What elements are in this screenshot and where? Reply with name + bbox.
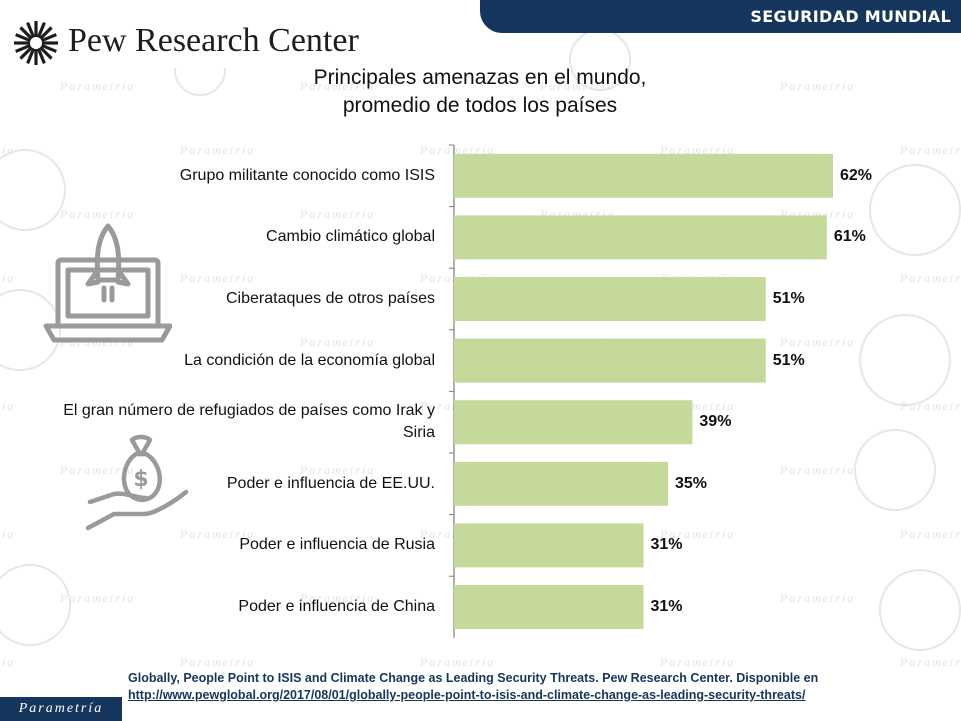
footer-brand: Parametría — [0, 697, 122, 721]
svg-text:$: $ — [133, 467, 148, 492]
value-label-0: 62% — [840, 166, 873, 184]
chart-title: Principales amenazas en el mundo, promed… — [240, 64, 720, 120]
pew-logo: Pew Research Center — [6, 18, 359, 68]
svg-text:Parametría: Parametría — [419, 143, 495, 157]
value-label-2: 51% — [772, 290, 805, 307]
category-label-3: La condición de la economía global — [184, 351, 435, 369]
category-label-7: Poder e influencia de China — [238, 598, 435, 615]
bar-6 — [454, 523, 644, 568]
svg-text:Parametría: Parametría — [299, 463, 375, 477]
bar-2 — [454, 277, 766, 321]
category-label-0: Grupo militante conocido como ISIS — [179, 166, 435, 184]
svg-text:Parametría: Parametría — [59, 591, 135, 605]
svg-text:Parametría: Parametría — [659, 655, 735, 669]
pew-logo-text: Pew Research Center — [68, 22, 359, 59]
chart-title-line-1: Principales amenazas en el mundo, — [313, 66, 647, 89]
svg-text:Parametría: Parametría — [179, 271, 255, 285]
svg-text:Parametría: Parametría — [59, 207, 135, 221]
svg-text:Parametría: Parametría — [179, 527, 255, 541]
source-citation: Globally, People Point to ISIS and Clima… — [128, 670, 958, 704]
svg-text:Parametría: Parametría — [899, 271, 961, 285]
bar-4 — [454, 400, 693, 445]
svg-text:Parametría: Parametría — [779, 79, 855, 93]
svg-text:Parametría: Parametría — [0, 527, 15, 541]
svg-text:Parametría: Parametría — [179, 655, 255, 669]
svg-text:Parametría: Parametría — [419, 655, 495, 669]
svg-text:Parametría: Parametría — [0, 271, 15, 285]
value-label-4: 39% — [699, 413, 732, 431]
pew-sunburst-icon — [14, 21, 58, 65]
bar-3 — [454, 338, 766, 383]
value-label-3: 51% — [772, 351, 805, 369]
svg-text:Parametría: Parametría — [659, 527, 735, 541]
value-label-5: 35% — [674, 474, 707, 492]
svg-text:Parametría: Parametría — [779, 591, 855, 605]
source-text: Globally, People Point to ISIS and Clima… — [128, 671, 819, 685]
category-label-2: Ciberataques de otros países — [225, 290, 435, 307]
rocket-laptop-icon — [43, 223, 172, 343]
svg-text:Parametría: Parametría — [59, 463, 135, 477]
svg-text:Parametría: Parametría — [779, 463, 855, 477]
svg-text:Parametría: Parametría — [0, 399, 15, 413]
category-label-5: Poder e influencia de EE.UU. — [226, 474, 435, 492]
svg-text:Parametría: Parametría — [899, 143, 961, 157]
svg-text:Parametría: Parametría — [899, 655, 961, 669]
bar-7 — [454, 585, 644, 629]
svg-text:Parametría: Parametría — [659, 143, 735, 157]
svg-text:Parametría: Parametría — [0, 655, 15, 669]
source-link[interactable]: http://www.pewglobal.org/2017/08/01/glob… — [128, 688, 806, 702]
category-label-4: El gran número de refugiados de países c… — [63, 402, 435, 442]
svg-text:Parametría: Parametría — [179, 399, 255, 413]
svg-text:Parametría: Parametría — [299, 335, 375, 349]
svg-text:Parametría: Parametría — [59, 79, 135, 93]
svg-text:Parametría: Parametría — [779, 335, 855, 349]
category-label-1: Cambio climático global — [266, 228, 435, 246]
svg-text:Parametría: Parametría — [179, 143, 255, 157]
value-label-1: 61% — [833, 228, 866, 246]
bar-5 — [454, 461, 668, 506]
svg-text:Parametría: Parametría — [299, 591, 375, 605]
svg-text:Parametría: Parametría — [0, 143, 15, 157]
section-banner-label: SEGURIDAD MUNDIAL — [750, 7, 951, 26]
svg-text:Parametría: Parametría — [899, 527, 961, 541]
section-banner: SEGURIDAD MUNDIAL — [480, 0, 961, 33]
value-label-6: 31% — [650, 536, 683, 554]
money-bag-hand-icon: $ — [85, 434, 189, 531]
value-label-7: 31% — [650, 598, 683, 615]
svg-text:Parametría: Parametría — [299, 207, 375, 221]
svg-text:Parametría: Parametría — [299, 79, 375, 93]
chart-title-line-2: promedio de todos los países — [342, 94, 618, 117]
bar-0 — [454, 153, 833, 198]
svg-text:Parametría: Parametría — [539, 79, 615, 93]
svg-text:Parametría: Parametría — [899, 399, 961, 413]
category-label-6: Poder e influencia de Rusia — [239, 536, 435, 554]
bar-1 — [454, 215, 827, 260]
